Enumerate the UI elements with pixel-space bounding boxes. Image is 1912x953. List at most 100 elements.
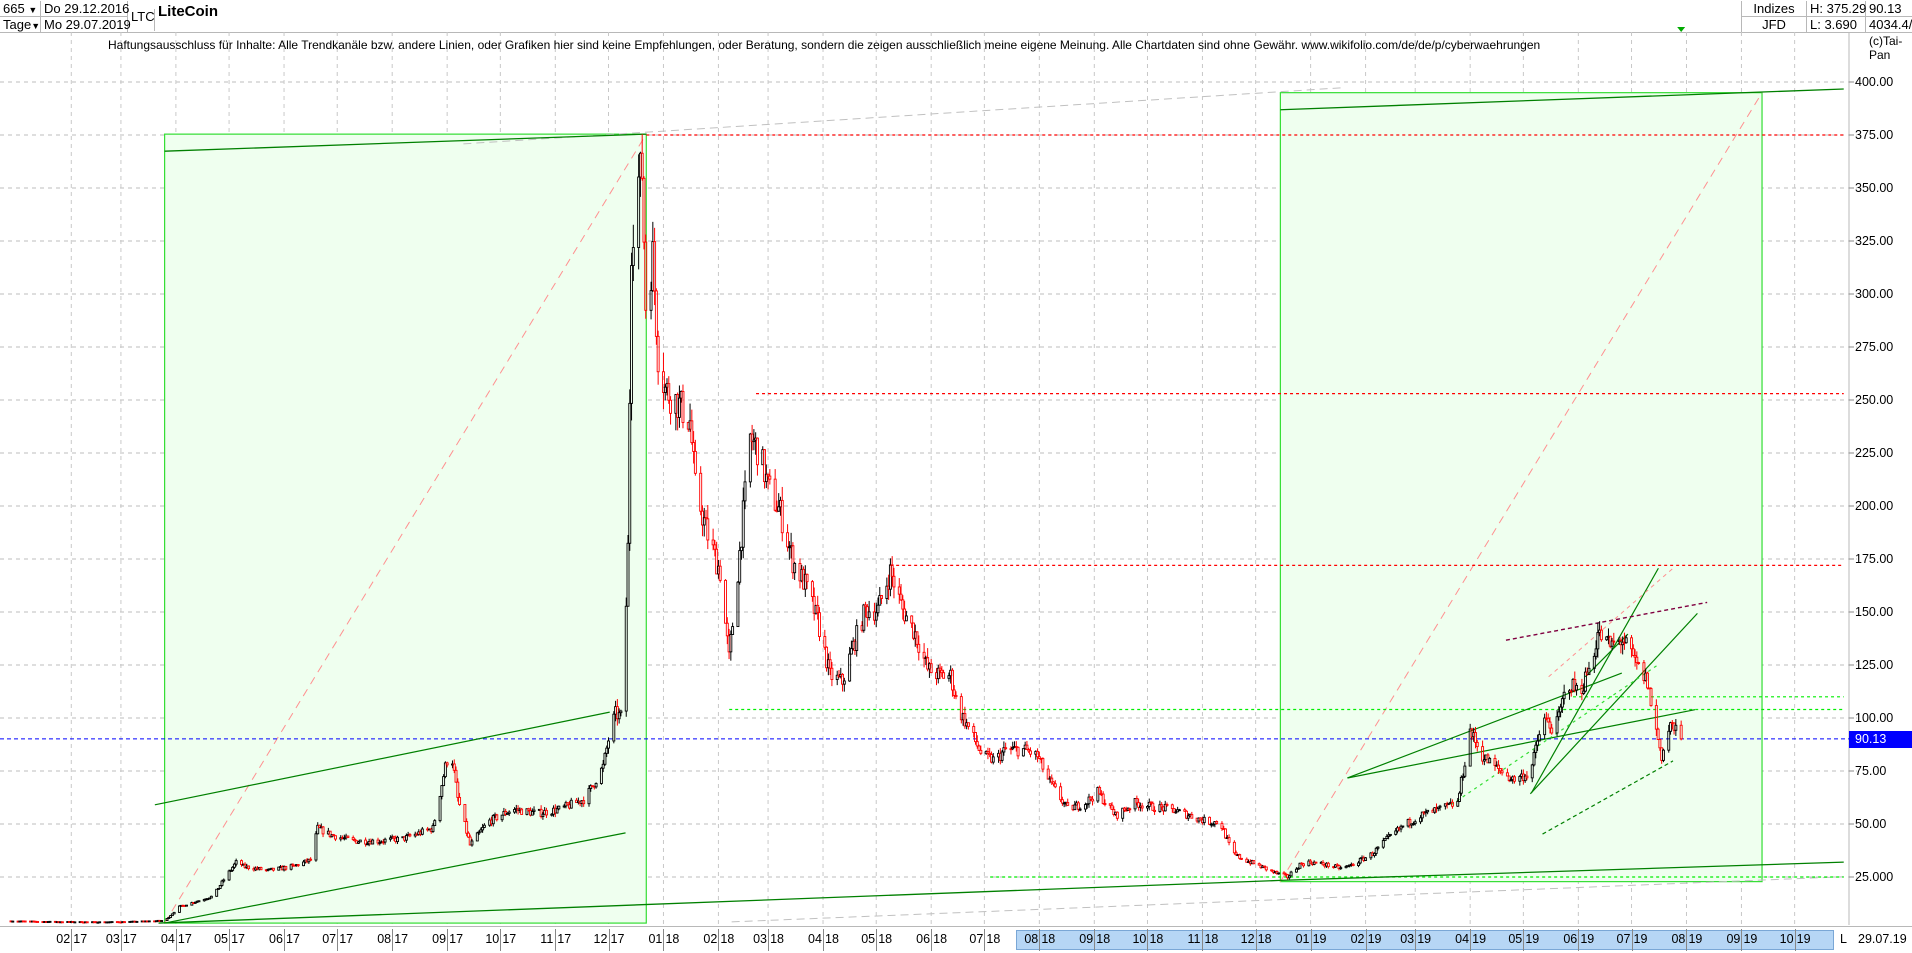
candle-up [1147, 801, 1151, 807]
candle-up [1411, 823, 1415, 826]
candle-up [1426, 809, 1430, 813]
candle-up [1357, 862, 1360, 866]
candle-down [318, 824, 321, 829]
candle-down [1507, 775, 1511, 781]
candle-down [816, 604, 820, 614]
candle-up [1121, 807, 1125, 819]
x-tick [1631, 929, 1633, 951]
candle-down [1302, 863, 1305, 867]
candle-down [954, 694, 958, 698]
x-tick-month: 05 [214, 932, 228, 946]
candle-up [440, 785, 444, 797]
candle-down [328, 830, 332, 838]
candle-up [177, 905, 181, 913]
candle-down [975, 741, 979, 747]
candle-up [1575, 684, 1579, 691]
current-price-tag: 90.13 [1849, 730, 1912, 748]
candle-up [764, 473, 768, 483]
candle-down [704, 517, 708, 520]
candle-up [1594, 648, 1598, 657]
candle-down [1252, 860, 1256, 865]
candle-down [724, 579, 727, 624]
candle-up [1420, 811, 1424, 819]
candle-up [443, 762, 447, 778]
x-tick [718, 929, 720, 951]
candle-down [711, 539, 715, 546]
x-tick [984, 929, 986, 951]
candle-down [1052, 781, 1055, 785]
candle-down [706, 518, 710, 541]
candle-up [404, 835, 408, 841]
x-tick [175, 929, 177, 951]
x-tick [1094, 929, 1096, 951]
period-dropdown[interactable]: Tage▼ [0, 17, 41, 32]
candle-up [1021, 748, 1025, 757]
x-tick-month: 04 [1455, 932, 1470, 946]
x-tick-year: 18 [770, 932, 784, 946]
candle-up [530, 811, 534, 816]
candle-down [1321, 861, 1325, 866]
x-tick [608, 929, 610, 951]
candle-down [768, 475, 772, 480]
candle-down [890, 564, 894, 577]
candle-down [1500, 770, 1504, 774]
candle-up [491, 815, 495, 825]
end-date[interactable]: Mo 29.07.2019 [41, 17, 131, 32]
candle-down [1183, 809, 1187, 812]
y-tick-label: 175.00 [1855, 552, 1894, 566]
start-date[interactable]: Do 29.12.2016 [41, 1, 129, 17]
candle-up [1372, 852, 1376, 857]
candle-up [1562, 691, 1566, 700]
candle-down [454, 769, 458, 783]
candle-down [1025, 744, 1029, 750]
x-tick-month: 07 [322, 932, 337, 946]
trendline [164, 133, 647, 152]
x-tick [1415, 929, 1417, 951]
candle-down [917, 643, 921, 653]
candle-up [1085, 803, 1089, 806]
scroll-range-bar[interactable] [1016, 930, 1834, 950]
x-tick-month: 06 [269, 932, 283, 946]
candle-down [1525, 775, 1529, 779]
time-axis[interactable]: L 29.07.19 02 17 03 17 04 17 05 17 06 17 07 17 08 17 0… [0, 926, 1912, 953]
bar-count-dropdown[interactable]: 665 ▼ [0, 1, 41, 17]
candle-down [259, 867, 263, 871]
x-tick-month: 07 [969, 932, 984, 946]
candle-up [876, 604, 880, 614]
x-tick-month: 07 [1616, 932, 1631, 946]
candle-up [619, 710, 623, 714]
candle-down [85, 921, 89, 924]
trendline [158, 879, 1281, 924]
candle-up [482, 824, 486, 828]
x-tick [663, 929, 665, 951]
candle-down [1190, 814, 1194, 819]
candle-down [1115, 811, 1119, 819]
x-tick-month: 03 [753, 932, 767, 946]
channel-line [1529, 612, 1698, 795]
x-tick-month: 12 [593, 932, 608, 946]
market: Indizes [1741, 1, 1807, 17]
candle-down [1580, 684, 1584, 694]
candle-up [555, 808, 559, 814]
candle-down [922, 651, 926, 659]
candle-down [812, 596, 816, 614]
candle-down [690, 420, 694, 444]
candle-up [738, 550, 742, 583]
candle-up [787, 546, 791, 549]
candle-down [504, 810, 508, 815]
candle-down [466, 832, 470, 838]
candle-up [888, 564, 892, 590]
candle-up [1399, 825, 1403, 830]
high-value: H: 375.29 [1807, 1, 1866, 17]
candle-down [1475, 741, 1479, 748]
candle-down [823, 636, 827, 648]
candle-up [631, 247, 635, 266]
candle-up [220, 880, 224, 886]
candle-down [445, 762, 449, 766]
candle-down [1450, 801, 1454, 807]
candle-up [1287, 875, 1291, 879]
channel-line [1542, 760, 1674, 835]
candle-down [773, 478, 777, 511]
x-tick [284, 929, 286, 951]
